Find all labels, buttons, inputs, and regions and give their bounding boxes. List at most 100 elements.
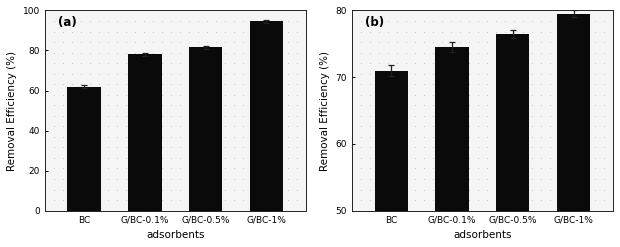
Point (491, 93, 501, 97)
Point (166, 135, 175, 139)
Point (247, 177, 257, 181)
Point (518, 209, 528, 213)
Point (121, 40, 131, 44)
Point (58, 61, 68, 65)
Point (473, 124, 483, 128)
Point (85, 93, 95, 97)
Point (527, 8, 537, 12)
Point (58, 19, 68, 23)
Point (500, 177, 510, 181)
Point (211, 93, 221, 97)
Point (572, 198, 582, 202)
Point (554, 198, 564, 202)
Point (76, 19, 86, 23)
Point (238, 51, 248, 55)
Point (428, 177, 438, 181)
Point (40, 19, 50, 23)
Point (392, 103, 402, 107)
Point (500, 19, 510, 23)
Point (401, 135, 411, 139)
Point (500, 156, 510, 160)
Point (256, 209, 266, 213)
Point (563, 40, 573, 44)
Point (446, 187, 456, 191)
Point (473, 177, 483, 181)
Point (464, 198, 474, 202)
Point (301, 19, 311, 23)
Point (509, 82, 519, 86)
Point (112, 166, 122, 170)
Point (211, 145, 221, 149)
Point (527, 61, 537, 65)
Point (356, 177, 366, 181)
Point (473, 82, 483, 86)
Point (581, 8, 591, 12)
Point (85, 124, 95, 128)
Point (274, 72, 284, 76)
Point (410, 145, 420, 149)
Point (130, 103, 140, 107)
Point (283, 8, 293, 12)
Point (256, 198, 266, 202)
Point (256, 72, 266, 76)
Point (365, 166, 374, 170)
Point (365, 82, 374, 86)
Point (509, 156, 519, 160)
Point (202, 8, 212, 12)
Bar (496, 34, 529, 247)
Point (419, 30, 429, 34)
Point (572, 209, 582, 213)
Point (374, 198, 384, 202)
Point (175, 82, 185, 86)
Point (103, 103, 113, 107)
Point (274, 135, 284, 139)
Point (446, 103, 456, 107)
Point (40, 209, 50, 213)
Point (383, 72, 392, 76)
Point (220, 30, 230, 34)
Point (464, 177, 474, 181)
Point (247, 135, 257, 139)
Point (536, 187, 546, 191)
Point (527, 135, 537, 139)
Point (139, 198, 149, 202)
Point (67, 40, 77, 44)
Point (292, 187, 302, 191)
Point (184, 145, 193, 149)
Point (581, 166, 591, 170)
Point (482, 145, 492, 149)
Point (482, 103, 492, 107)
Point (482, 72, 492, 76)
Point (473, 198, 483, 202)
Point (193, 114, 203, 118)
Point (347, 124, 356, 128)
Point (392, 61, 402, 65)
Point (283, 209, 293, 213)
Point (509, 177, 519, 181)
Point (157, 198, 167, 202)
Point (175, 166, 185, 170)
Point (365, 209, 374, 213)
Point (94, 166, 104, 170)
Point (491, 209, 501, 213)
Point (67, 93, 77, 97)
Point (148, 177, 157, 181)
Point (229, 166, 239, 170)
Point (274, 209, 284, 213)
Point (139, 93, 149, 97)
Point (94, 198, 104, 202)
Point (554, 124, 564, 128)
Point (157, 72, 167, 76)
Point (148, 30, 157, 34)
Point (67, 30, 77, 34)
Point (509, 103, 519, 107)
Point (590, 93, 600, 97)
Point (256, 82, 266, 86)
Point (220, 8, 230, 12)
Point (446, 82, 456, 86)
Point (509, 30, 519, 34)
Point (67, 209, 77, 213)
Point (238, 114, 248, 118)
Point (491, 82, 501, 86)
Point (446, 8, 456, 12)
